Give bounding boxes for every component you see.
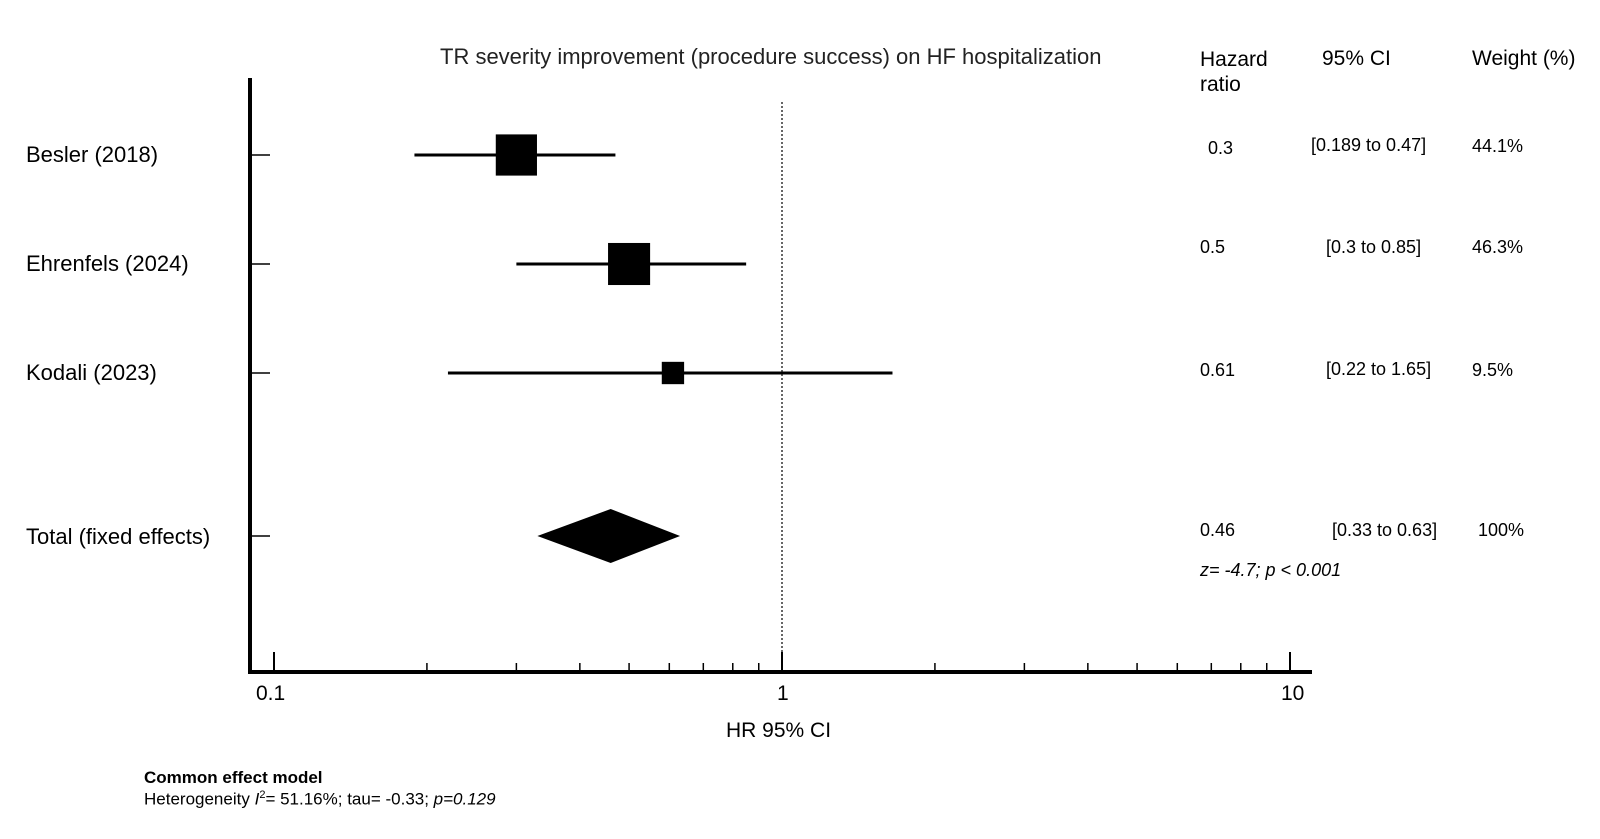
effect-square-1 (608, 242, 651, 286)
x-tick-label-1: 1 (777, 682, 789, 705)
chart-title: TR severity improvement (procedure succe… (440, 44, 1102, 69)
column-header-weight: Weight (%) (1472, 47, 1576, 70)
ci-value-kodali: [0.22 to 1.65] (1326, 359, 1432, 379)
ci-value-total: [0.33 to 0.63] (1332, 520, 1438, 540)
model-label: Common effect model (144, 768, 323, 787)
heterogeneity-values: = 51.16%; tau= -0.33; (265, 789, 434, 809)
x-axis-label: HR 95% CI (726, 719, 832, 742)
ci-value-besler: [0.189 to 0.47] (1311, 135, 1427, 155)
weight-value-total: 100% (1478, 520, 1525, 540)
column-header-hazard-ratio: Hazard ratio (1200, 48, 1268, 96)
weight-value-besler: 44.1% (1472, 136, 1524, 156)
study-label-besler: Besler (2018) (26, 142, 159, 167)
heterogeneity-text: Heterogeneity I2= 51.16%; tau= -0.33; p=… (144, 789, 496, 810)
study-label-kodali: Kodali (2023) (26, 360, 157, 385)
weight-value-ehrenfels: 46.3% (1472, 237, 1524, 257)
column-header-ci: 95% CI (1322, 47, 1391, 70)
x-tick-label-0.1: 0.1 (256, 682, 286, 705)
pooled-diamond (537, 509, 681, 563)
effect-square-0 (495, 134, 537, 176)
hr-value-total: 0.46 (1200, 520, 1236, 540)
heterogeneity-prefix: Heterogeneity (144, 789, 255, 809)
x-tick-label-10: 10 (1281, 682, 1305, 705)
hr-value-kodali: 0.61 (1200, 360, 1236, 380)
ci-value-ehrenfels: [0.3 to 0.85] (1326, 237, 1422, 257)
hr-value-ehrenfels: 0.5 (1200, 237, 1226, 257)
weight-value-kodali: 9.5% (1472, 360, 1514, 380)
hr-value-besler: 0.3 (1208, 138, 1234, 158)
heterogeneity-p-value: p=0.129 (433, 789, 496, 809)
effect-square-2 (661, 361, 685, 385)
z-test-text: z= -4.7; p < 0.001 (1200, 560, 1342, 580)
study-label-total: Total (fixed effects) (26, 524, 211, 549)
i2-superscript: 2 (259, 789, 266, 801)
study-label-ehrenfels: Ehrenfels (2024) (26, 251, 189, 276)
i2-symbol: I (254, 789, 260, 809)
